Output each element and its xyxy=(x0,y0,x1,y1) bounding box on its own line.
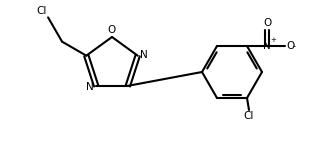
Text: Cl: Cl xyxy=(244,111,254,121)
Text: -: - xyxy=(293,42,296,52)
Text: N: N xyxy=(86,82,94,92)
Text: O: O xyxy=(263,18,271,28)
Text: N: N xyxy=(263,41,271,51)
Text: O: O xyxy=(286,41,294,51)
Text: Cl: Cl xyxy=(37,6,47,16)
Text: O: O xyxy=(108,25,116,35)
Text: N: N xyxy=(140,50,147,60)
Text: +: + xyxy=(270,37,276,43)
